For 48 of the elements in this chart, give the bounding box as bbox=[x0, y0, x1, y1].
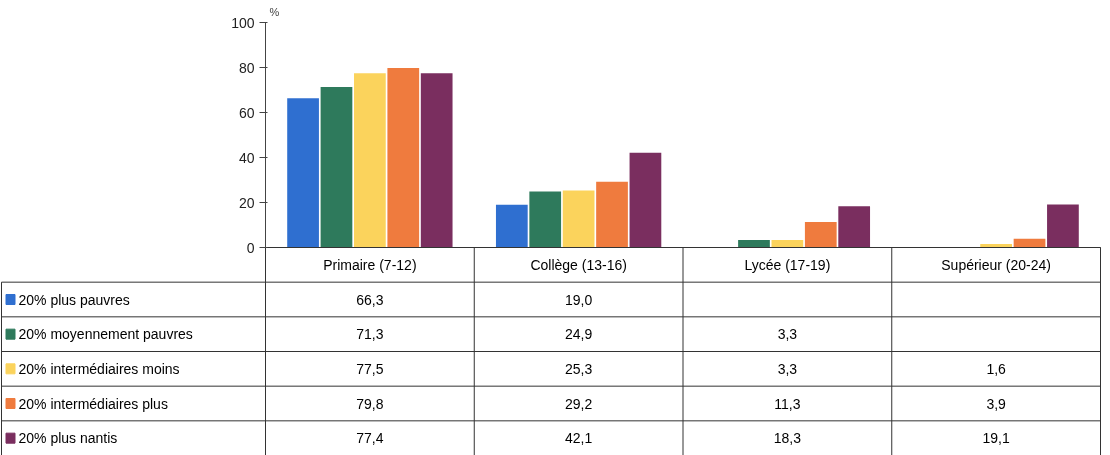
y-tick-label: 60 bbox=[238, 104, 255, 121]
data-label: 3,3 bbox=[777, 326, 798, 343]
bar bbox=[287, 98, 319, 248]
bar bbox=[596, 181, 628, 248]
bar bbox=[320, 87, 353, 248]
x-tick-label: Collège (13-16) bbox=[530, 256, 627, 273]
bar bbox=[529, 191, 562, 248]
bar bbox=[387, 67, 420, 248]
y-tick-label: 100 bbox=[231, 14, 255, 31]
bar bbox=[629, 152, 662, 248]
data-label: 42,1 bbox=[565, 430, 593, 447]
data-label: 19,1 bbox=[982, 430, 1010, 447]
bar bbox=[838, 206, 871, 248]
y-tick-label: 0 bbox=[246, 239, 255, 256]
data-label: 25,3 bbox=[565, 360, 593, 377]
y-axis-title: % bbox=[269, 5, 280, 18]
data-label: 79,8 bbox=[356, 395, 384, 412]
x-tick-label: Lycée (17-19) bbox=[744, 256, 831, 273]
data-label: 3,3 bbox=[777, 360, 798, 377]
legend-label: 20% plus pauvres bbox=[18, 291, 130, 308]
data-label: 19,0 bbox=[565, 291, 593, 308]
data-label: 66,3 bbox=[356, 291, 384, 308]
bar bbox=[1047, 204, 1079, 248]
data-label: 77,5 bbox=[356, 360, 384, 377]
x-tick-label: Supérieur (20-24) bbox=[941, 256, 1051, 273]
data-label: 1,6 bbox=[986, 360, 1007, 377]
data-label: 18,3 bbox=[773, 430, 802, 447]
bar bbox=[738, 240, 770, 248]
y-tick-label: 80 bbox=[238, 59, 255, 76]
legend-label: 20% intermédiaires plus bbox=[18, 395, 168, 412]
legend-label: 20% plus nantis bbox=[18, 430, 118, 447]
legend-label: 20% intermédiaires moins bbox=[18, 360, 180, 377]
bar bbox=[495, 204, 528, 248]
y-tick-label: 20 bbox=[238, 194, 255, 211]
bar bbox=[804, 222, 837, 248]
bar bbox=[420, 73, 453, 248]
data-label: 29,2 bbox=[565, 395, 593, 412]
bar bbox=[771, 240, 804, 248]
x-tick-label: Primaire (7-12) bbox=[323, 256, 417, 273]
bar bbox=[562, 190, 595, 248]
data-label: 77,4 bbox=[356, 430, 384, 447]
data-label: 3,9 bbox=[986, 395, 1007, 412]
legend-label: 20% moyennement pauvres bbox=[18, 326, 193, 343]
data-label: 71,3 bbox=[356, 326, 384, 343]
y-tick-label: 40 bbox=[238, 149, 255, 166]
bar bbox=[354, 73, 386, 248]
data-label: 11,3 bbox=[774, 395, 801, 412]
data-label: 24,9 bbox=[565, 326, 593, 343]
